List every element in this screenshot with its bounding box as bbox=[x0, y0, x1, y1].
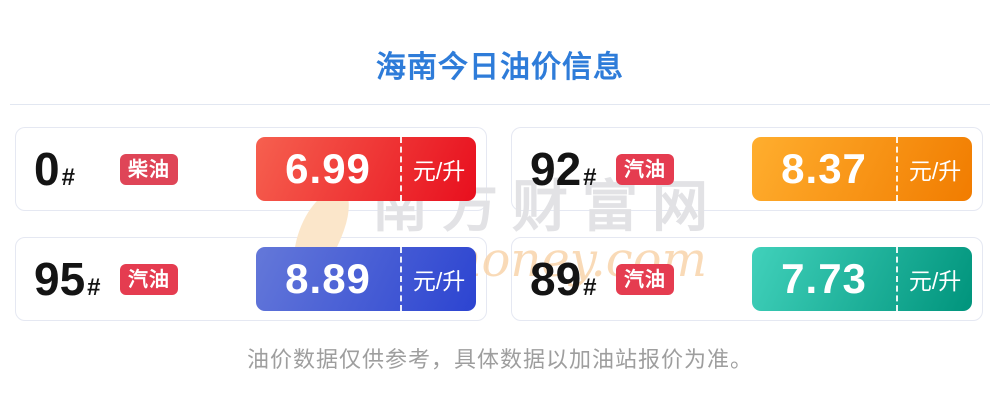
unit-zone: 元/升 bbox=[402, 137, 476, 201]
price-value: 8.37 bbox=[781, 145, 867, 192]
fuel-type-badge: 汽油 bbox=[616, 153, 674, 185]
fuel-grade-number: 92 bbox=[530, 143, 582, 195]
price-block: 8.89 元/升 bbox=[256, 247, 476, 311]
price-unit: 元/升 bbox=[412, 268, 466, 294]
fuel-grade-number: 0 bbox=[34, 143, 60, 195]
price-value: 7.73 bbox=[781, 255, 867, 302]
fuel-type-badge: 汽油 bbox=[616, 263, 674, 295]
price-zone: 6.99 bbox=[256, 137, 400, 201]
fuel-card-89-gasoline: 89 # 汽油 7.73 元/升 bbox=[511, 237, 983, 321]
dashed-divider bbox=[400, 137, 403, 201]
unit-zone: 元/升 bbox=[898, 247, 972, 311]
price-block: 8.37 元/升 bbox=[752, 137, 972, 201]
price-unit: 元/升 bbox=[908, 158, 962, 184]
dashed-divider bbox=[400, 247, 403, 311]
price-block: 7.73 元/升 bbox=[752, 247, 972, 311]
dashed-divider bbox=[896, 247, 899, 311]
fuel-card-95-gasoline: 95 # 汽油 8.89 元/升 bbox=[15, 237, 487, 321]
fuel-type-badge: 汽油 bbox=[120, 263, 178, 295]
disclaimer-text: 油价数据仅供参考，具体数据以加油站报价为准。 bbox=[246, 347, 753, 372]
fuel-grade-label: 0 # bbox=[34, 146, 120, 192]
price-unit: 元/升 bbox=[412, 158, 466, 184]
fuel-card-92-gasoline: 92 # 汽油 8.37 元/升 bbox=[511, 127, 983, 211]
price-unit: 元/升 bbox=[908, 268, 962, 294]
fuel-grade-hash: # bbox=[61, 164, 75, 191]
price-zone: 8.89 bbox=[256, 247, 400, 311]
page-title: 海南今日油价信息 bbox=[376, 51, 624, 84]
fuel-grade-hash: # bbox=[87, 274, 101, 301]
fuel-grade-number: 89 bbox=[530, 253, 582, 305]
price-zone: 7.73 bbox=[752, 247, 896, 311]
unit-zone: 元/升 bbox=[402, 247, 476, 311]
dashed-divider bbox=[896, 137, 899, 201]
fuel-type-badge: 柴油 bbox=[120, 153, 178, 185]
fuel-card-0-diesel: 0 # 柴油 6.99 元/升 bbox=[15, 127, 487, 211]
header-divider bbox=[10, 104, 990, 105]
price-value: 8.89 bbox=[285, 255, 371, 302]
fuel-grade-label: 95 # bbox=[34, 256, 120, 302]
price-cards-grid: 0 # 柴油 6.99 元/升 92 # 汽油 8.37 元/升 bbox=[15, 127, 983, 321]
fuel-grade-hash: # bbox=[583, 274, 597, 301]
unit-zone: 元/升 bbox=[898, 137, 972, 201]
fuel-grade-number: 95 bbox=[34, 253, 86, 305]
fuel-grade-hash: # bbox=[583, 164, 597, 191]
price-zone: 8.37 bbox=[752, 137, 896, 201]
fuel-grade-label: 89 # bbox=[530, 256, 616, 302]
price-block: 6.99 元/升 bbox=[256, 137, 476, 201]
price-value: 6.99 bbox=[285, 145, 371, 192]
fuel-grade-label: 92 # bbox=[530, 146, 616, 192]
